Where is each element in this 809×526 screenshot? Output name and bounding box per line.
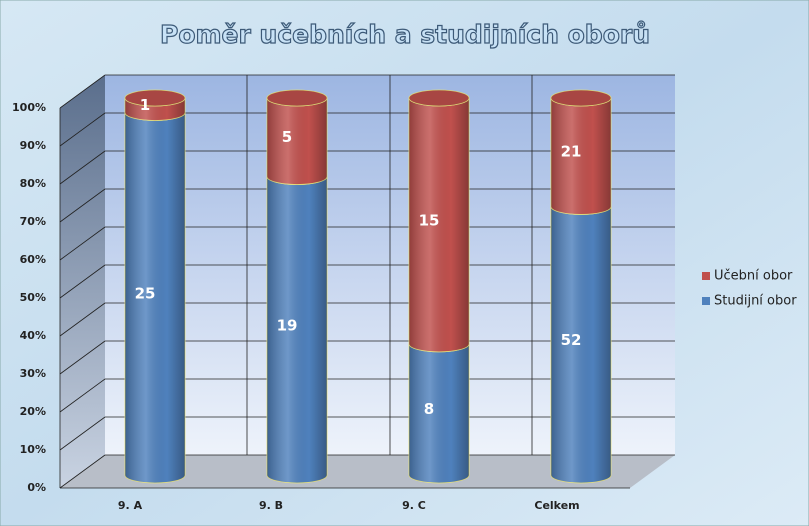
y-tick-label: 50% [20, 291, 46, 304]
data-label: 8 [424, 400, 434, 418]
cylinder-shading [125, 112, 185, 483]
legend-swatch [702, 297, 710, 305]
cylinder-top [124, 89, 186, 107]
data-label: 21 [561, 143, 582, 161]
cylinder-shading [267, 176, 327, 483]
cylinder-shading [551, 98, 611, 215]
grid-line-side [59, 340, 106, 375]
grid-line-side [59, 264, 106, 299]
y-tick-label: 0% [27, 481, 46, 494]
x-tick-label: 9. C [402, 499, 426, 512]
cylinder-shading [125, 98, 185, 121]
y-tick-label: 10% [20, 443, 46, 456]
y-tick-label: 70% [20, 215, 46, 228]
cylinder-top [266, 89, 328, 107]
legend-label: Studijní obor [714, 294, 797, 309]
grid-line-side [59, 74, 106, 109]
data-label: 15 [419, 211, 440, 229]
cylinder-top [408, 89, 470, 107]
data-label: 52 [561, 331, 582, 349]
y-tick-label: 60% [20, 253, 46, 266]
cylinder-shading [409, 343, 469, 483]
y-tick-label: 90% [20, 139, 46, 152]
y-tick-label: 40% [20, 329, 46, 342]
grid-line-side [59, 150, 106, 185]
grid-line-side [59, 112, 106, 147]
x-tick-label: 9. B [259, 499, 283, 512]
x-tick-label: 9. A [118, 499, 143, 512]
floor [60, 455, 675, 488]
legend-swatch [702, 272, 710, 280]
grid-line-side [59, 226, 106, 261]
data-label: 25 [135, 284, 156, 302]
grid-line-side [59, 302, 106, 337]
y-tick-label: 20% [20, 405, 46, 418]
data-label: 1 [140, 96, 150, 114]
chart-title: Poměr učebních a studijních oborů [160, 20, 650, 49]
data-label: 5 [282, 128, 292, 146]
cylinder-shading [551, 206, 611, 483]
grid-line-side [59, 416, 106, 451]
cylinder-top-shade [125, 90, 185, 106]
legend-label: Učební obor [714, 269, 793, 284]
cylinder-top-shade [409, 90, 469, 106]
cylinder-shading [267, 98, 327, 185]
grid-line-side [59, 188, 106, 223]
grid-line-side [59, 454, 106, 489]
cylinder-shading [409, 98, 469, 352]
y-tick-label: 100% [12, 101, 46, 114]
cylinder-top-shade [551, 90, 611, 106]
cylinder-top-shade [267, 90, 327, 106]
cylinder-top [550, 89, 612, 107]
y-tick-label: 80% [20, 177, 46, 190]
y-tick-label: 30% [20, 367, 46, 380]
grid-line-side [59, 378, 106, 413]
x-tick-label: Celkem [534, 499, 579, 512]
data-label: 19 [277, 316, 298, 334]
